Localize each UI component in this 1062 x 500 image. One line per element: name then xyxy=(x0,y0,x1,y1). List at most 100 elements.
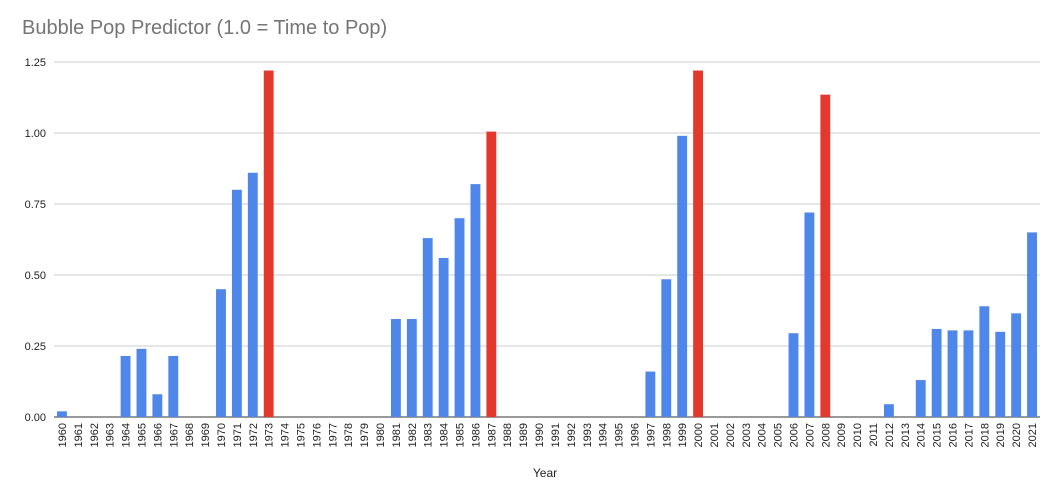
x-tick-label: 1960 xyxy=(57,423,69,447)
x-tick-label: 1993 xyxy=(582,423,594,447)
bar-2020 xyxy=(1011,313,1022,417)
x-tick-label: 1982 xyxy=(407,423,419,447)
x-tick-label: 1995 xyxy=(614,423,626,447)
y-tick-label: 1.25 xyxy=(25,57,46,69)
x-tick-label: 1990 xyxy=(534,423,546,447)
y-tick-label: 0.25 xyxy=(25,341,46,353)
x-tick-label: 2003 xyxy=(741,423,753,447)
x-tick-label: 1980 xyxy=(375,423,387,447)
bar-2015 xyxy=(931,328,942,417)
bar-1965 xyxy=(136,348,147,417)
x-tick-label: 1991 xyxy=(550,423,562,447)
x-tick-label: 2014 xyxy=(916,423,928,447)
x-tick-label: 1966 xyxy=(152,423,164,447)
bar-1973 xyxy=(263,70,274,418)
x-tick-label: 1961 xyxy=(73,423,85,447)
x-tick-label: 1971 xyxy=(232,423,244,447)
x-tick-label: 1968 xyxy=(184,423,196,447)
bar-1987 xyxy=(486,131,497,417)
bar-1986 xyxy=(470,184,481,417)
bar-2018 xyxy=(979,306,990,417)
x-tick-label: 1978 xyxy=(343,423,355,447)
y-tick-labels: 0.00 0.25 0.50 0.75 1.00 1.25 xyxy=(25,57,46,424)
bar-2000 xyxy=(693,70,704,418)
x-tick-label: 2018 xyxy=(979,423,991,447)
x-tick-label: 1984 xyxy=(439,423,451,447)
bar-2021 xyxy=(1027,232,1037,417)
x-axis-title: Year xyxy=(533,466,557,480)
bar-1997 xyxy=(645,371,656,417)
x-tick-label: 2000 xyxy=(693,423,705,447)
bar-1967 xyxy=(168,355,179,417)
x-tick-label: 2010 xyxy=(852,423,864,447)
chart-title: Bubble Pop Predictor (1.0 = Time to Pop) xyxy=(22,17,388,39)
x-tick-label: 1985 xyxy=(455,423,467,447)
x-tick-label: 1974 xyxy=(280,423,292,447)
x-tick-label: 2016 xyxy=(948,423,960,447)
y-tick-label: 0.00 xyxy=(25,412,46,424)
x-tick-label: 2002 xyxy=(725,423,737,447)
x-tick-label: 2006 xyxy=(789,423,801,447)
y-tick-label: 0.75 xyxy=(25,199,46,211)
x-tick-label: 2009 xyxy=(836,423,848,447)
x-tick-label: 1994 xyxy=(598,423,610,447)
x-tick-label: 2005 xyxy=(773,423,785,447)
bar-1984 xyxy=(438,257,449,417)
x-tick-label: 1977 xyxy=(327,423,339,447)
x-tick-label: 2011 xyxy=(868,423,880,447)
x-tick-label: 1988 xyxy=(502,423,514,447)
bar-1981 xyxy=(390,319,401,417)
x-tick-label: 1983 xyxy=(423,423,435,447)
x-tick-label: 2020 xyxy=(1011,423,1023,447)
x-tick-label: 1976 xyxy=(311,423,323,447)
x-tick-label: 1962 xyxy=(89,423,101,447)
x-tick-label: 1992 xyxy=(566,423,578,447)
x-tick-label: 1967 xyxy=(168,423,180,447)
x-tick-label: 2012 xyxy=(884,423,896,447)
bar-2006 xyxy=(788,333,799,417)
gridlines xyxy=(54,61,1040,418)
x-tick-label: 1986 xyxy=(470,423,482,447)
bars xyxy=(57,70,1037,418)
bar-1999 xyxy=(677,135,688,417)
bar-1971 xyxy=(231,189,242,417)
x-tick-label: 2004 xyxy=(757,423,769,447)
x-tick-label: 1970 xyxy=(216,423,228,447)
x-tick-label: 1981 xyxy=(391,423,403,447)
x-tick-label: 2021 xyxy=(1027,423,1039,447)
x-tick-label: 2015 xyxy=(932,423,944,447)
x-tick-label: 2008 xyxy=(820,423,832,447)
bar-2017 xyxy=(963,330,974,417)
bar-2014 xyxy=(915,380,926,417)
x-tick-label: 1975 xyxy=(296,423,308,447)
bar-2012 xyxy=(883,404,894,417)
bar-2007 xyxy=(804,212,815,417)
x-tick-label: 1965 xyxy=(136,423,148,447)
bar-1964 xyxy=(120,355,131,417)
bar-1972 xyxy=(247,172,258,417)
x-tick-label: 1989 xyxy=(518,423,530,447)
x-tick-label: 2013 xyxy=(900,423,912,447)
x-tick-label: 1964 xyxy=(121,423,133,447)
x-tick-label: 1999 xyxy=(677,423,689,447)
y-tick-label: 1.00 xyxy=(25,128,46,140)
bar-1982 xyxy=(406,319,417,417)
x-tick-label: 1972 xyxy=(248,423,260,447)
bar-2016 xyxy=(947,330,958,417)
x-tick-label: 1963 xyxy=(105,423,117,447)
x-tick-label: 1987 xyxy=(486,423,498,447)
x-tick-label: 1997 xyxy=(645,423,657,447)
y-tick-label: 0.50 xyxy=(25,270,46,282)
bar-1998 xyxy=(661,279,672,417)
bar-1960 xyxy=(57,411,67,417)
x-tick-label: 2001 xyxy=(709,423,721,447)
bar-1970 xyxy=(216,289,226,417)
x-tick-label: 1998 xyxy=(661,423,673,447)
bar-1983 xyxy=(422,238,433,417)
x-tick-label: 1979 xyxy=(359,423,371,447)
bar-2008 xyxy=(820,94,831,417)
bar-1966 xyxy=(152,394,163,417)
x-tick-labels: 1960 1961 1962 1963 1964 1965 1966 1967 1968 1969… xyxy=(57,423,1039,447)
x-tick-label: 1973 xyxy=(264,423,276,447)
